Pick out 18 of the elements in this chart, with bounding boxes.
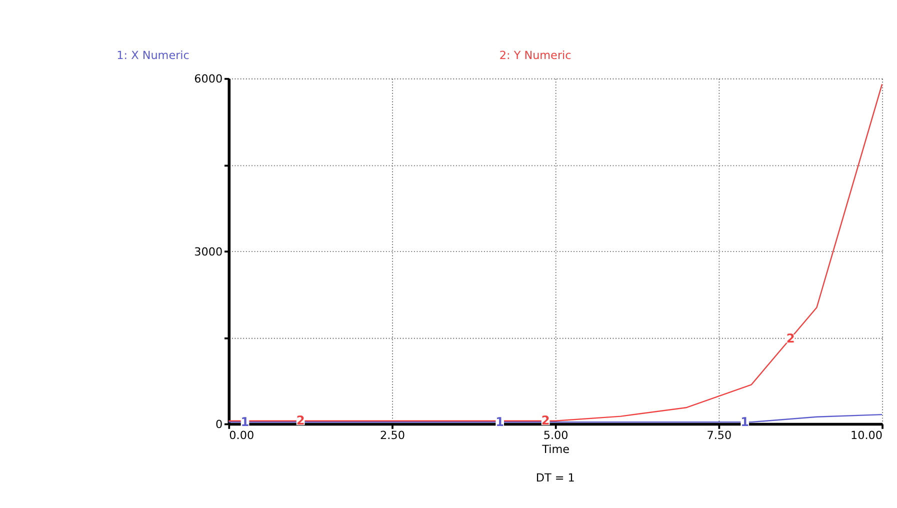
y-tick-label: 6000	[194, 72, 223, 86]
annotation: 2	[541, 414, 550, 428]
y-tick-label: 0	[215, 418, 223, 431]
annotation: 1	[496, 414, 504, 429]
x-axis-title: Time	[541, 443, 570, 456]
x-tick-label: 10.00	[850, 429, 883, 442]
text: 1: X Numeric	[116, 48, 190, 62]
annotation: 2	[296, 414, 305, 428]
annotation: 2	[786, 331, 795, 346]
annotation: 1	[240, 414, 250, 429]
x-tick-label: 5.00	[543, 429, 568, 442]
y-tick-label: 3000	[194, 245, 223, 258]
x-tick-label: 7.50	[706, 429, 732, 442]
text: DT = 1	[536, 472, 575, 485]
x-tick-label: 0.00	[229, 429, 254, 442]
annotation: 1	[740, 414, 750, 429]
x-tick-label: 2.50	[380, 429, 405, 442]
text: 2: Y Numeric	[499, 48, 572, 62]
